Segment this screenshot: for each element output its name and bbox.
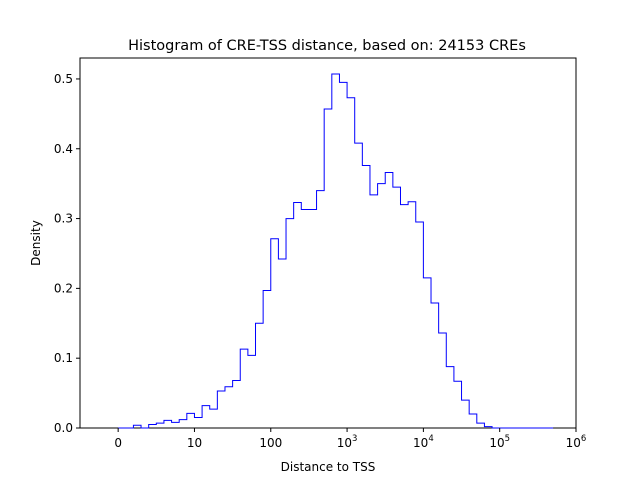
x-tick-exponent: 3: [352, 434, 357, 444]
x-axis-label: Distance to TSS: [281, 460, 376, 474]
y-tick-label: 0.4: [54, 142, 73, 156]
x-tick-label: 106: [566, 434, 587, 450]
y-axis-label: Density: [29, 220, 43, 266]
y-tick-label: 0.0: [54, 421, 73, 435]
plot-frame: [79, 57, 577, 429]
x-tick-exponent: 6: [581, 434, 586, 444]
chart-title: Histogram of CRE-TSS distance, based on:…: [128, 38, 526, 54]
x-tick-label: 100: [259, 436, 282, 450]
histogram-step-line: [118, 73, 554, 429]
x-axis-ticks: 0 10 100 103 104 105 106: [114, 428, 586, 450]
y-tick-label: 0.2: [54, 281, 73, 295]
y-axis-ticks: 0.0 0.1 0.2 0.3 0.4 0.5: [54, 72, 80, 435]
x-tick-exponent: 5: [505, 434, 510, 444]
x-tick-label: 10: [187, 436, 202, 450]
y-tick-label: 0.1: [54, 351, 73, 365]
x-tick-label: 0: [114, 436, 122, 450]
x-tick-exponent: 4: [428, 434, 433, 444]
y-tick-label: 0.3: [54, 212, 73, 226]
y-tick-label: 0.5: [54, 72, 73, 86]
x-tick-label: 103: [337, 434, 358, 450]
x-tick-label: 104: [413, 434, 434, 450]
x-tick-label: 105: [489, 434, 510, 450]
